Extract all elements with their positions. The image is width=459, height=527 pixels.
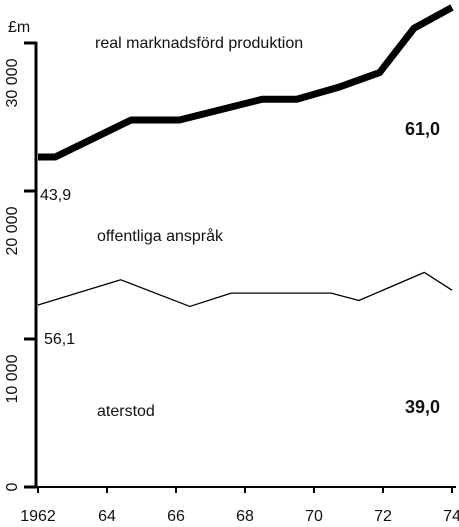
y-unit: £m	[8, 19, 30, 36]
annotation: 39,0	[405, 397, 440, 417]
y-tick-label: 0	[4, 482, 21, 491]
x-tick-label: 70	[305, 508, 323, 525]
y-tick-label: 30 000	[4, 58, 21, 107]
y-tick-label: 10 000	[4, 354, 21, 403]
x-tick-label: 74	[443, 508, 459, 525]
annotation: 56,1	[44, 331, 75, 348]
y-tick-label: 20 000	[4, 206, 21, 255]
x-tick-label: 68	[236, 508, 254, 525]
annotation: real marknadsförd produktion	[95, 35, 303, 52]
x-tick-label: 64	[98, 508, 116, 525]
line-series	[37, 271, 453, 308]
annotation: offentliga anspråk	[97, 227, 224, 245]
line-series	[38, 4, 454, 161]
x-tick-label: 72	[374, 508, 392, 525]
annotation: 43,9	[40, 187, 71, 204]
x-tick-label: 66	[167, 508, 185, 525]
x-tick-label: 1962	[20, 508, 56, 525]
annotation: aterstod	[97, 403, 155, 420]
annotation: 61,0	[405, 119, 440, 139]
